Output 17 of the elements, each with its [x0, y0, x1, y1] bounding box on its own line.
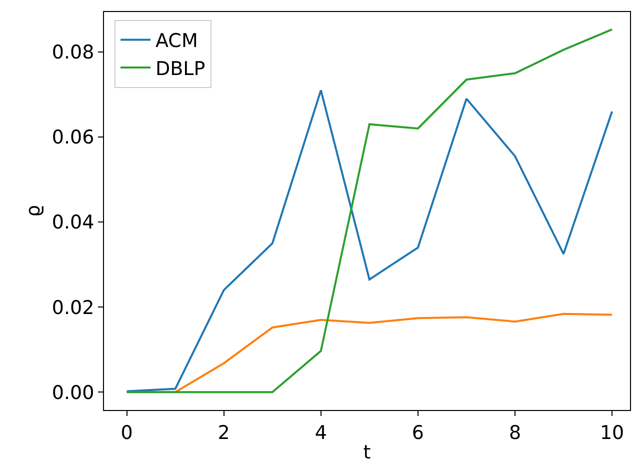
y-tick-label: 0.06 — [52, 126, 94, 149]
legend-label: DBLP — [156, 58, 206, 80]
x-tick-label: 6 — [412, 422, 424, 444]
x-tick-label: 2 — [218, 422, 230, 444]
y-tick-label: 0.02 — [52, 296, 94, 319]
y-tick-label: 0.00 — [52, 382, 94, 404]
x-tick-label: 4 — [314, 422, 327, 444]
x-tick-label: 8 — [508, 422, 522, 444]
y-axis-title: ϱ — [22, 204, 45, 218]
y-tick-label: 0.08 — [52, 42, 94, 64]
x-tick-label: 10 — [600, 422, 624, 444]
x-axis-title: t — [363, 442, 371, 464]
line-series — [126, 28, 614, 394]
legend-label: ACM — [156, 30, 198, 52]
y-tick-label: 0.04 — [52, 212, 94, 234]
x-tick-label: 0 — [120, 422, 133, 444]
line-series — [126, 89, 614, 392]
